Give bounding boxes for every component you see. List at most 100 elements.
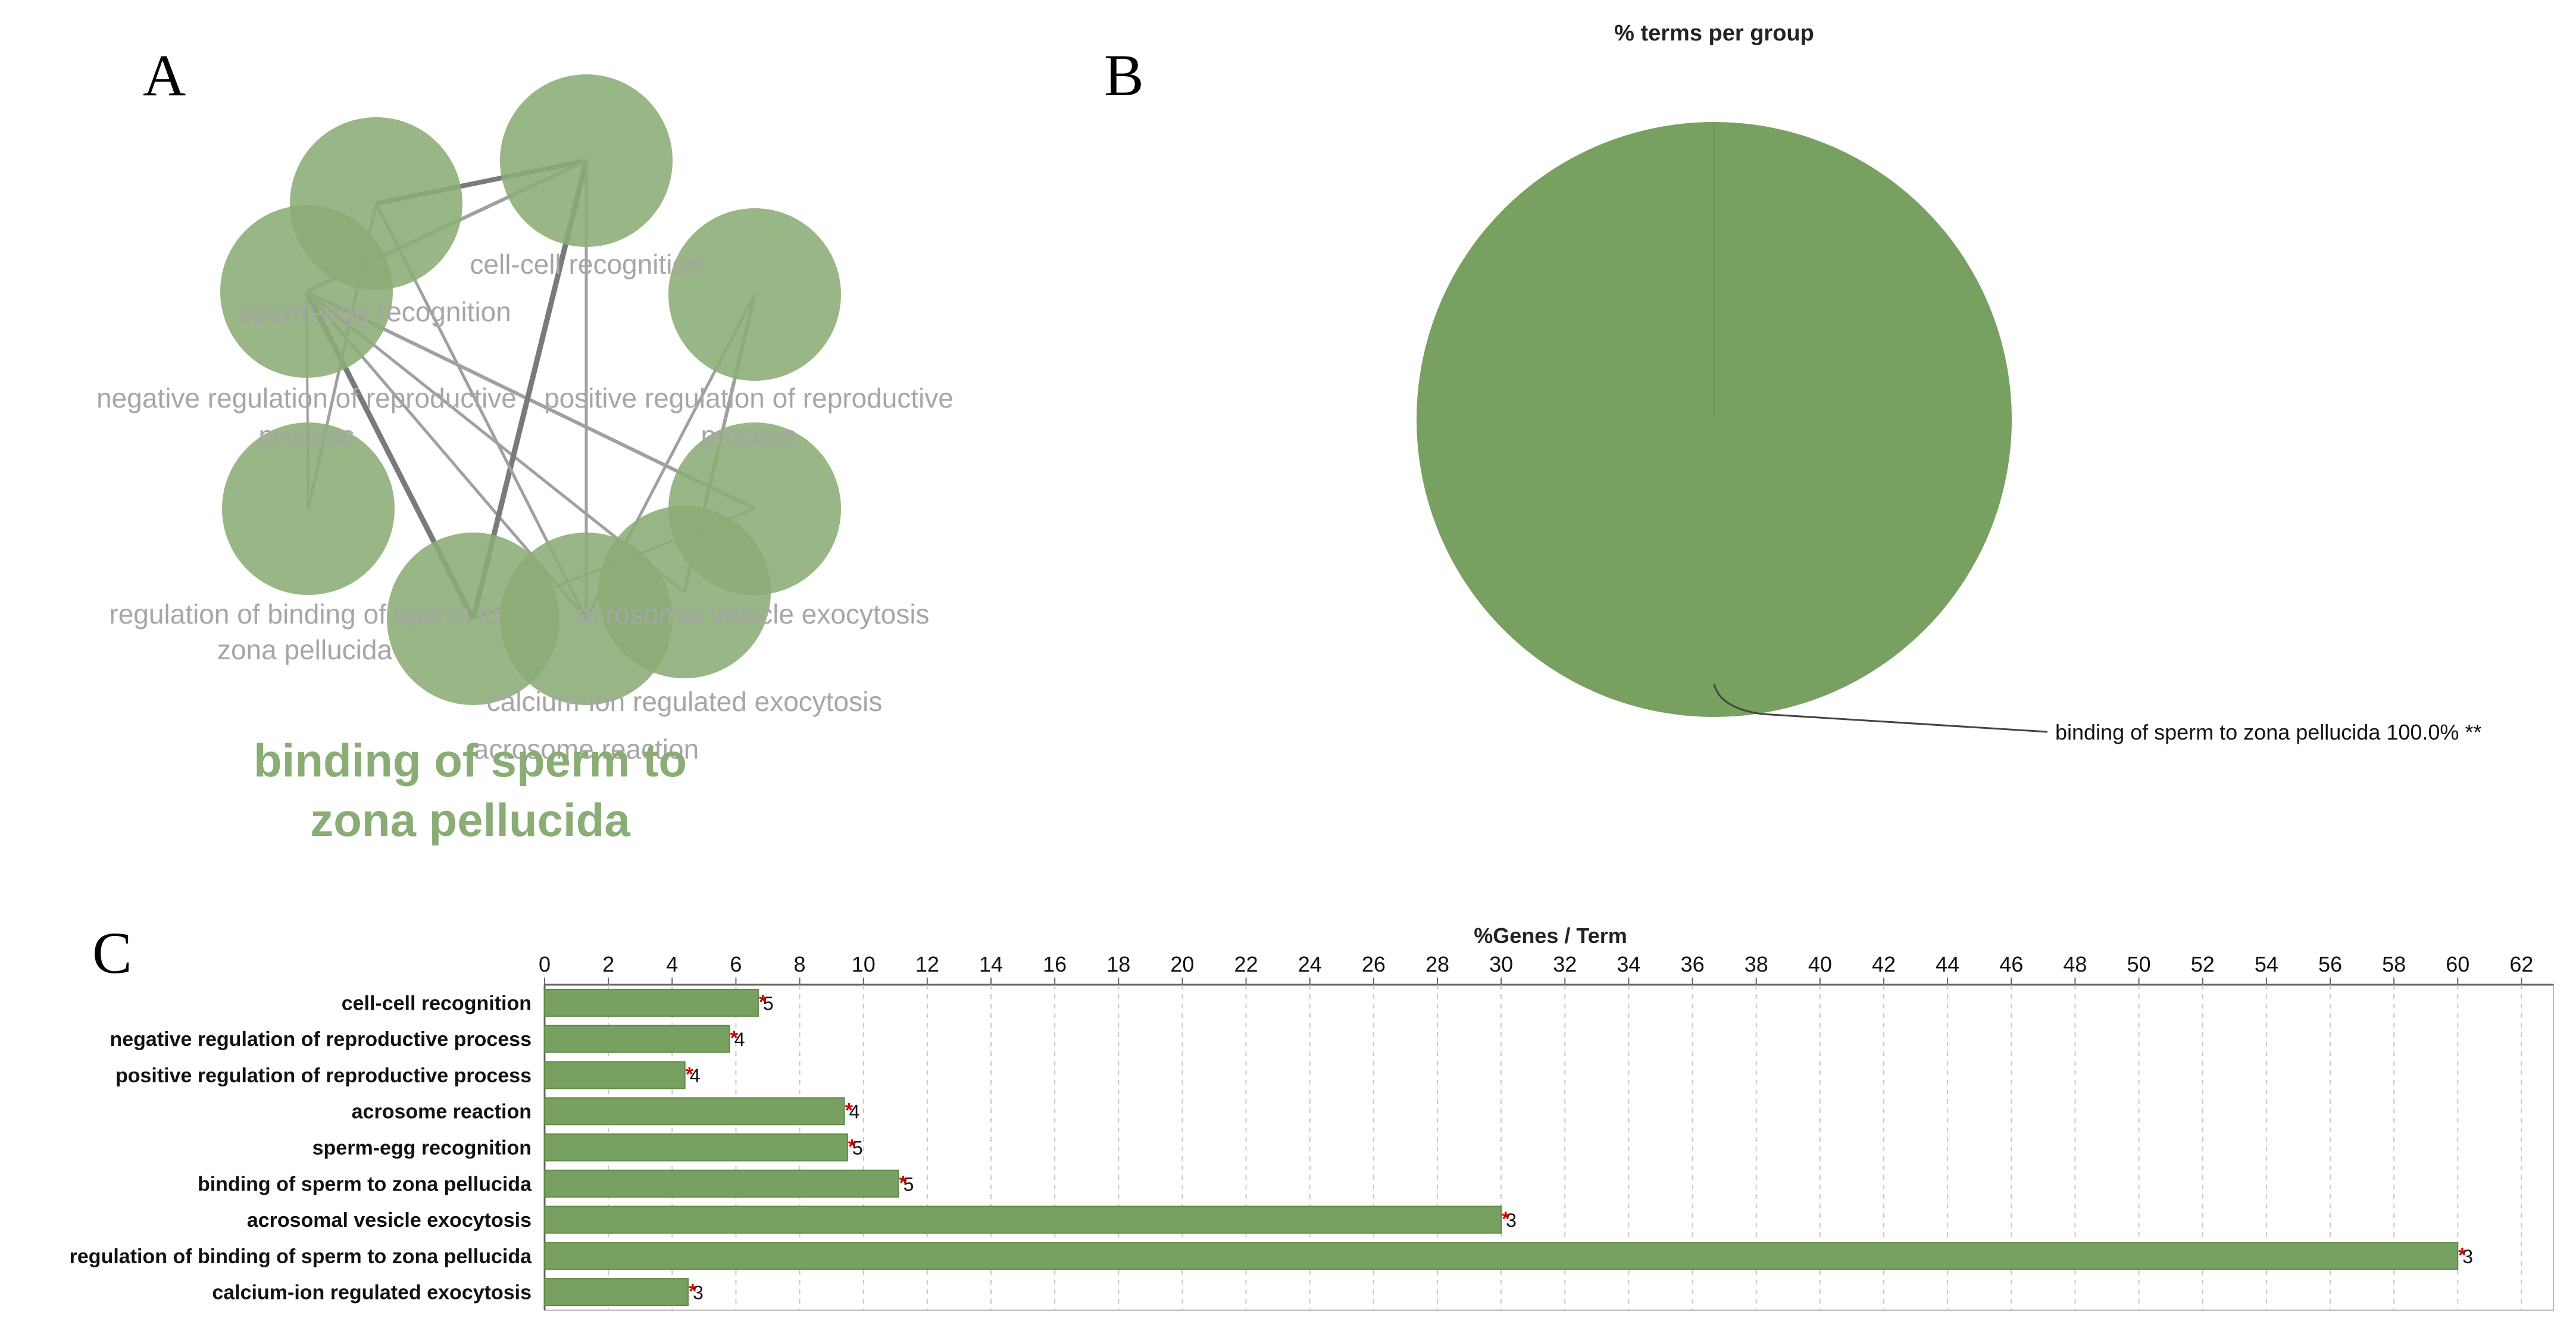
significance-star: * <box>899 1172 908 1194</box>
bar-count-label: 3 <box>1506 1210 1517 1231</box>
bar <box>544 1061 686 1089</box>
x-tick-label: 36 <box>1681 952 1705 976</box>
bar <box>544 1205 1502 1234</box>
significance-star: * <box>730 1027 739 1050</box>
bar-count-label: 4 <box>849 1101 860 1123</box>
network-node-label: positive regulation of reproductive <box>544 383 954 414</box>
bar <box>544 988 759 1017</box>
x-tick-label: 32 <box>1553 952 1577 976</box>
x-tick-label: 10 <box>852 952 876 976</box>
network-node[interactable] <box>290 117 462 290</box>
bar-chart: 0 2 4 6 8 10 12 14 16 18 20 22 24 26 28 30 32 34 36 38 40 42 4… <box>70 952 2554 1311</box>
bar <box>544 1025 730 1053</box>
group-label-line1: binding of sperm to <box>254 734 687 787</box>
x-tick-label: 8 <box>794 952 806 976</box>
bar-chart-title: %Genes / Term <box>1474 923 1627 948</box>
group-label-line2: zona pellucida <box>310 794 630 846</box>
x-tick-label: 62 <box>2509 952 2533 976</box>
bar-count-label: 5 <box>763 992 774 1014</box>
bar <box>544 1097 845 1126</box>
significance-star: * <box>848 1136 856 1158</box>
x-tick-label: 18 <box>1106 952 1130 976</box>
x-tick-label: 6 <box>730 952 742 976</box>
network-node-label: process <box>701 420 796 451</box>
bar-count-label: 5 <box>904 1173 914 1195</box>
x-tick-label: 50 <box>2127 952 2151 976</box>
bar-category-label: acrosomal vesicle exocytosis <box>247 1209 532 1232</box>
bar-category-label: cell-cell recognition <box>342 992 532 1014</box>
x-tick-label: 48 <box>2063 952 2087 976</box>
x-tick-label: 20 <box>1170 952 1194 976</box>
x-tick-label: 42 <box>1872 952 1896 976</box>
x-tick-label: 4 <box>666 952 678 976</box>
bar-category-label: negative regulation of reproductive proc… <box>110 1028 532 1051</box>
x-tick-label: 0 <box>539 952 551 976</box>
x-tick-label: 60 <box>2446 952 2469 976</box>
pie-title: % terms per group <box>1614 21 1814 46</box>
bar <box>544 1242 2459 1270</box>
network-node-label: acrosome reaction <box>474 734 699 765</box>
x-tick-label: 40 <box>1808 952 1832 976</box>
significance-star: * <box>1502 1208 1510 1230</box>
network-node-label: negative regulation of reproductive <box>96 383 517 414</box>
pie-leader-line <box>1713 684 2048 733</box>
x-tick-label: 2 <box>602 952 614 976</box>
x-tick-label: 46 <box>1999 952 2023 976</box>
panel-letter-a: A <box>143 42 186 108</box>
bar-category-label: acrosome reaction <box>352 1101 532 1123</box>
network-node-label: sperm-egg recognition <box>239 296 511 327</box>
bar-marks: 5*4*4*4*5*5*3*3*3* <box>544 988 2473 1307</box>
x-tick-label: 38 <box>1745 952 1768 976</box>
bar <box>544 1133 848 1161</box>
network-node-label: acrosomal vesicle exocytosis <box>576 599 929 630</box>
x-tick-label: 14 <box>979 952 1003 976</box>
x-tick-label: 52 <box>2191 952 2215 976</box>
x-tick-label: 54 <box>2255 952 2278 976</box>
network-labels: cell-cell recognition sperm-egg recogniti… <box>96 249 954 765</box>
bar-category-label: calcium-ion regulated exocytosis <box>212 1282 532 1304</box>
network-node-label: process <box>258 420 354 451</box>
network-node[interactable] <box>500 74 673 247</box>
bar-category-label: sperm-egg recognition <box>312 1137 532 1160</box>
significance-star: * <box>845 1100 854 1122</box>
network-node[interactable] <box>500 533 673 705</box>
network-node-label: cell-cell recognition <box>470 249 702 280</box>
x-tick-label: 28 <box>1425 952 1449 976</box>
panel-letter-c: C <box>92 920 132 986</box>
bar <box>544 1278 689 1307</box>
network-node-label: calcium-ion regulated exocytosis <box>487 686 883 717</box>
pie-slice-label: binding of sperm to zona pellucida 100.0… <box>2055 720 2481 744</box>
network-node-label: regulation of binding of sperm to <box>109 599 500 630</box>
bar-category-label: regulation of binding of sperm to zona p… <box>70 1245 532 1268</box>
x-tick-label: 58 <box>2382 952 2406 976</box>
network-nodes <box>220 74 841 705</box>
significance-star: * <box>686 1063 694 1086</box>
x-tick-label: 56 <box>2318 952 2342 976</box>
bar-count-label: 3 <box>2462 1246 2473 1267</box>
bar-count-label: 3 <box>693 1282 704 1304</box>
x-tick-label: 34 <box>1617 952 1640 976</box>
bar-count-label: 5 <box>852 1138 863 1159</box>
x-tick-label: 22 <box>1234 952 1258 976</box>
significance-star: * <box>689 1280 697 1303</box>
bar-count-label: 4 <box>734 1029 745 1050</box>
significance-star: * <box>2458 1244 2466 1267</box>
panel-letter-b: B <box>1104 42 1144 108</box>
bar-category-labels: cell-cell recognition negative regulation… <box>70 992 532 1304</box>
network-node[interactable] <box>222 422 395 595</box>
bar-count-label: 4 <box>690 1065 701 1086</box>
network-node-label: zona pellucida <box>217 634 393 665</box>
bar-category-label: binding of sperm to zona pellucida <box>198 1173 532 1195</box>
bar-x-ticks: 0 2 4 6 8 10 12 14 16 18 20 22 24 26 28 30 32 34 36 38 40 42 4… <box>539 952 2533 985</box>
bar-category-label: positive regulation of reproductive proc… <box>115 1064 532 1087</box>
x-tick-label: 26 <box>1362 952 1386 976</box>
x-tick-label: 16 <box>1043 952 1067 976</box>
x-tick-label: 12 <box>915 952 939 976</box>
x-tick-label: 24 <box>1298 952 1322 976</box>
network-node[interactable] <box>668 208 841 381</box>
x-tick-label: 44 <box>1936 952 1959 976</box>
significance-star: * <box>759 991 767 1013</box>
bar <box>544 1169 899 1198</box>
x-tick-label: 30 <box>1489 952 1513 976</box>
